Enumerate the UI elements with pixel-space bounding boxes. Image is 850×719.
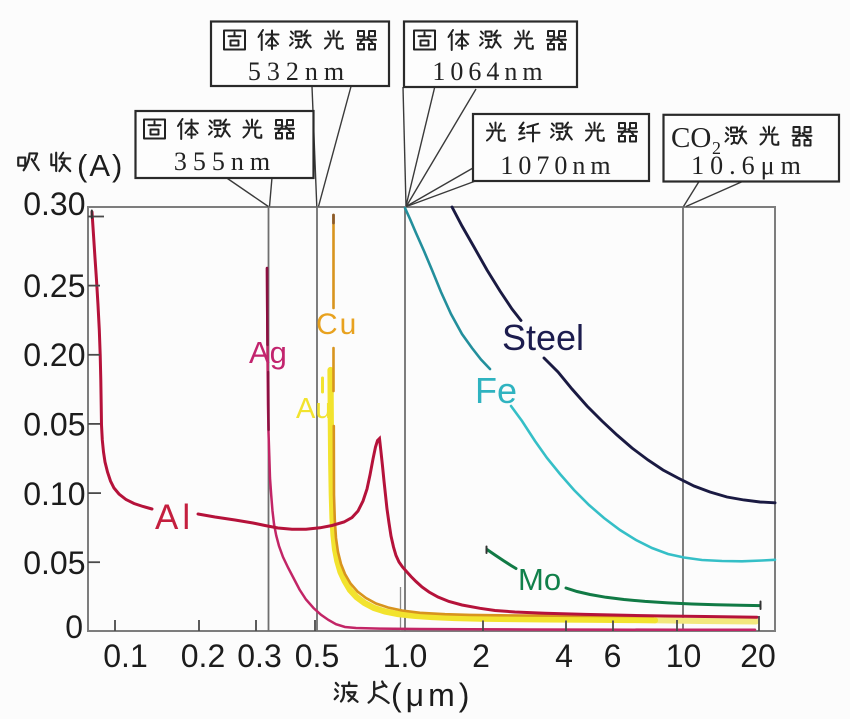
svg-text:0.05: 0.05	[23, 407, 85, 443]
svg-text:0.25: 0.25	[23, 268, 85, 304]
svg-text:0.5: 0.5	[295, 638, 339, 674]
svg-text:0.10: 0.10	[23, 476, 85, 512]
svg-text:Cu: Cu	[316, 308, 358, 341]
svg-text:1.0: 1.0	[383, 638, 427, 674]
svg-text:(A): (A)	[77, 148, 124, 183]
svg-text:Steel: Steel	[502, 317, 584, 358]
svg-text:0: 0	[65, 609, 83, 645]
svg-text:0.05: 0.05	[23, 545, 85, 581]
svg-text:1070nm: 1070nm	[500, 151, 615, 180]
svg-text:0.3: 0.3	[237, 638, 281, 674]
svg-text:20: 20	[740, 638, 776, 674]
svg-text:0.1: 0.1	[103, 638, 147, 674]
svg-text:Ag: Ag	[249, 335, 287, 370]
svg-text:Mo: Mo	[518, 562, 561, 597]
svg-text:(μm): (μm)	[391, 677, 473, 713]
svg-text:Fe: Fe	[475, 370, 517, 411]
svg-text:0.30: 0.30	[23, 186, 85, 222]
svg-text:1064nm: 1064nm	[432, 57, 547, 86]
svg-text:4: 4	[555, 638, 573, 674]
svg-text:2: 2	[472, 638, 490, 674]
svg-text:0.2: 0.2	[181, 638, 225, 674]
svg-text:355nm: 355nm	[174, 147, 276, 176]
svg-text:10: 10	[666, 638, 702, 674]
svg-text:2: 2	[712, 138, 721, 158]
svg-text:CO: CO	[671, 122, 711, 154]
svg-text:0.20: 0.20	[23, 337, 85, 373]
svg-text:10.6μm: 10.6μm	[691, 151, 807, 180]
svg-text:Au: Au	[296, 393, 331, 425]
svg-text:6: 6	[604, 638, 622, 674]
svg-text:532nm: 532nm	[248, 57, 350, 86]
svg-text:Al: Al	[155, 498, 194, 537]
